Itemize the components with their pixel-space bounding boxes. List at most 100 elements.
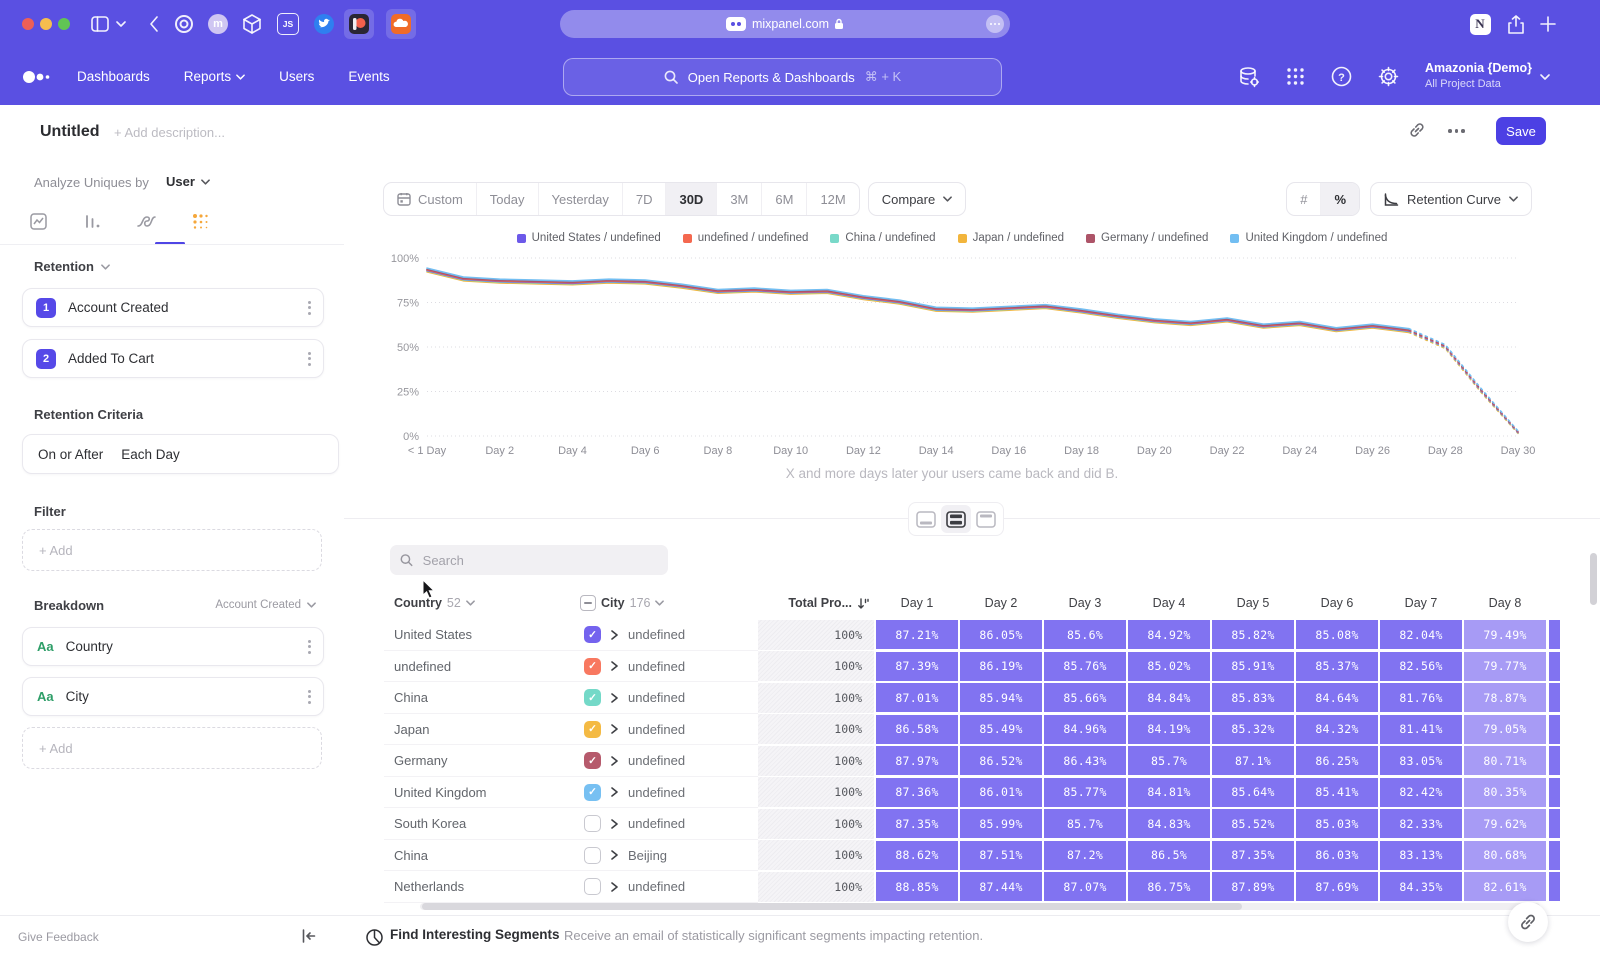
retention-value-cell[interactable]: 86.19% [960, 652, 1042, 681]
country-cell[interactable]: undefined [394, 651, 451, 683]
retention-value-cell[interactable]: 79.05% [1464, 715, 1546, 744]
retention-value-cell[interactable]: 85.99% [960, 809, 1042, 838]
expand-row-icon[interactable] [611, 693, 618, 703]
horizontal-scrollbar-thumb[interactable] [422, 903, 1242, 910]
chart-type-selector[interactable]: Retention Curve [1370, 182, 1532, 216]
retention-value-cell[interactable]: 85.37% [1296, 652, 1378, 681]
expand-row-icon[interactable] [611, 819, 618, 829]
nav-item-dashboards[interactable]: Dashboards [77, 69, 150, 84]
kebab-menu-icon[interactable] [308, 352, 311, 366]
find-segments-title[interactable]: Find Interesting Segments [390, 927, 560, 942]
series-checkbox-unchecked[interactable] [584, 847, 601, 864]
retention-value-cell[interactable]: 87.07% [1044, 872, 1126, 901]
project-selector[interactable]: Amazonia {Demo} All Project Data [1425, 61, 1550, 92]
percent-mode-button[interactable]: % [1320, 183, 1359, 215]
day-column-header[interactable]: Day 7 [1380, 587, 1462, 619]
retention-value-cell[interactable]: 85.91% [1212, 652, 1294, 681]
retention-value-cell[interactable]: 84.84% [1128, 683, 1210, 712]
city-column-header[interactable]: City 176 [580, 587, 664, 619]
country-cell[interactable]: Japan [394, 714, 429, 746]
nav-item-events[interactable]: Events [348, 69, 389, 84]
split-view-icon[interactable] [941, 505, 971, 533]
tab-flows-icon[interactable] [132, 207, 160, 235]
tab-insights-icon[interactable] [24, 207, 52, 235]
range-yesterday[interactable]: Yesterday [538, 183, 622, 215]
retention-value-cell[interactable]: 79.49% [1464, 620, 1546, 649]
range-custom[interactable]: Custom [384, 183, 476, 215]
legend-item[interactable]: China / undefined [830, 232, 935, 244]
compare-button[interactable]: Compare [868, 182, 966, 216]
extension-m-icon[interactable]: m [206, 12, 230, 36]
country-cell[interactable]: China [394, 840, 428, 872]
table-search-input[interactable] [421, 552, 658, 569]
retention-value-cell[interactable]: 87.36% [876, 778, 958, 807]
retention-value-cell[interactable]: 87.35% [1212, 841, 1294, 870]
retention-value-cell[interactable]: 85.49% [960, 715, 1042, 744]
retention-value-cell[interactable]: 85.6% [1044, 620, 1126, 649]
series-checkbox-unchecked[interactable] [584, 815, 601, 832]
retention-value-cell[interactable]: 80.71% [1464, 746, 1546, 775]
kebab-menu-icon[interactable] [308, 301, 311, 315]
retention-value-cell[interactable]: 88.85% [876, 872, 958, 901]
sidebar-toggle-icon[interactable] [88, 12, 112, 36]
table-only-view-icon[interactable] [971, 505, 1001, 533]
address-bar[interactable]: mixpanel.com [560, 10, 1010, 38]
range-6m[interactable]: 6M [761, 183, 806, 215]
retention-value-cell[interactable]: 84.81% [1128, 778, 1210, 807]
total-column-header[interactable]: Total Pro... [758, 587, 874, 619]
retention-value-cell[interactable]: 85.7% [1128, 746, 1210, 775]
retention-value-cell[interactable]: 80.35% [1464, 778, 1546, 807]
country-cell[interactable]: Netherlands [394, 871, 464, 903]
retention-value-cell[interactable]: 85.02% [1128, 652, 1210, 681]
help-icon[interactable]: ? [1331, 66, 1352, 87]
retention-value-cell[interactable]: 85.94% [960, 683, 1042, 712]
retention-step-b[interactable]: 2 Added To Cart [22, 339, 324, 378]
retention-value-cell[interactable]: 85.82% [1212, 620, 1294, 649]
retention-value-cell[interactable]: 86.43% [1044, 746, 1126, 775]
more-options-icon[interactable] [1448, 129, 1465, 133]
window-minimize-button[interactable] [40, 18, 52, 30]
series-checkbox-checked[interactable]: ✓ [584, 721, 601, 738]
legend-item[interactable]: Japan / undefined [958, 232, 1064, 244]
indeterminate-checkbox[interactable] [580, 595, 596, 611]
series-checkbox-checked[interactable]: ✓ [584, 752, 601, 769]
country-cell[interactable]: China [394, 682, 428, 714]
tab-retention-icon[interactable] [186, 207, 214, 235]
expand-row-icon[interactable] [611, 850, 618, 860]
retention-value-cell[interactable]: 87.35% [876, 809, 958, 838]
country-cell[interactable]: United Kingdom [394, 777, 487, 809]
retention-value-cell[interactable]: 82.61% [1464, 872, 1546, 901]
retention-value-cell[interactable]: 78.87% [1464, 683, 1546, 712]
new-tab-icon[interactable] [1536, 12, 1560, 36]
kebab-menu-icon[interactable] [308, 690, 311, 704]
range-3m[interactable]: 3M [716, 183, 761, 215]
series-checkbox-checked[interactable]: ✓ [584, 658, 601, 675]
retention-value-cell[interactable]: 84.96% [1044, 715, 1126, 744]
retention-criteria-card[interactable]: On or After Each Day [22, 434, 339, 474]
range-today[interactable]: Today [476, 183, 538, 215]
retention-value-cell[interactable]: 84.64% [1296, 683, 1378, 712]
global-search[interactable]: Open Reports & Dashboards ⌘ + K [563, 58, 1002, 96]
window-close-button[interactable] [22, 18, 34, 30]
add-description[interactable]: + Add description... [114, 125, 225, 140]
settings-gear-icon[interactable] [1378, 66, 1399, 87]
criteria-value[interactable]: Each Day [121, 447, 180, 462]
series-checkbox-checked[interactable]: ✓ [584, 689, 601, 706]
range-12m[interactable]: 12M [806, 183, 858, 215]
expand-row-icon[interactable] [611, 882, 618, 892]
retention-value-cell[interactable]: 84.92% [1128, 620, 1210, 649]
retention-value-cell[interactable]: 84.35% [1380, 872, 1462, 901]
country-cell[interactable]: Germany [394, 745, 447, 777]
add-breakdown-button[interactable]: + Add [22, 727, 322, 769]
breakdown-country[interactable]: Aa Country [22, 627, 324, 666]
retention-value-cell[interactable]: 85.03% [1296, 809, 1378, 838]
country-cell[interactable]: United States [394, 619, 472, 651]
collapse-sidebar-icon[interactable] [302, 929, 316, 943]
retention-value-cell[interactable]: 86.58% [876, 715, 958, 744]
day-column-header[interactable]: Day 8 [1464, 587, 1546, 619]
day-column-header[interactable]: Day 6 [1296, 587, 1378, 619]
retention-value-cell[interactable]: 84.83% [1128, 809, 1210, 838]
retention-value-cell[interactable]: 85.41% [1296, 778, 1378, 807]
day-column-header[interactable]: Day 1 [876, 587, 958, 619]
retention-value-cell[interactable]: 83.13% [1380, 841, 1462, 870]
